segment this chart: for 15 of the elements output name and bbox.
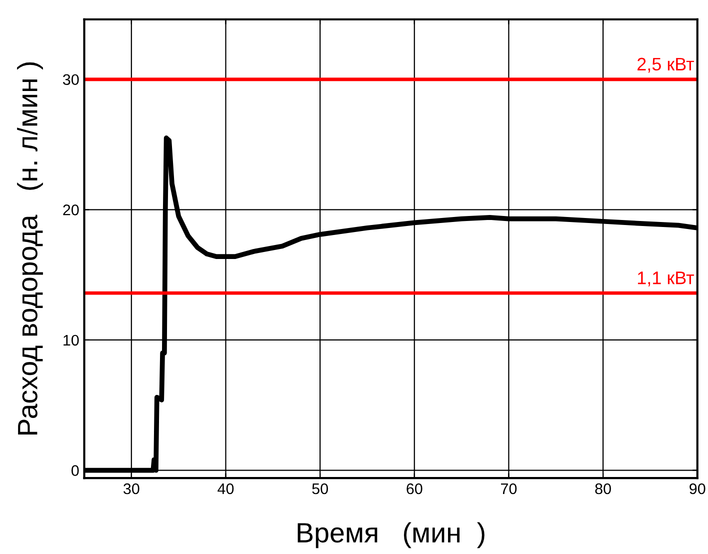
x-tick-label: 60 [406, 483, 422, 494]
x-tick-label: 50 [312, 483, 328, 494]
ref-line-label: 1,1 кВт [638, 272, 694, 286]
y-tick-label: 20 [63, 204, 79, 216]
x-tick-label: 30 [124, 483, 140, 494]
x-axis-title: Время (мин ) [298, 522, 484, 548]
x-tick-label: 70 [501, 483, 517, 494]
y-tick-label: 0 [71, 465, 79, 476]
ref-line-label: 2,5 кВт [638, 58, 694, 73]
y-tick-label: 10 [64, 334, 79, 346]
y-axis-title: Расход водорода (н. л/мин ) [17, 62, 43, 435]
x-tick-label: 90 [690, 483, 706, 494]
x-tick-label: 80 [595, 483, 611, 494]
y-tick-label: 30 [62, 74, 79, 86]
x-tick-label: 40 [218, 483, 234, 494]
